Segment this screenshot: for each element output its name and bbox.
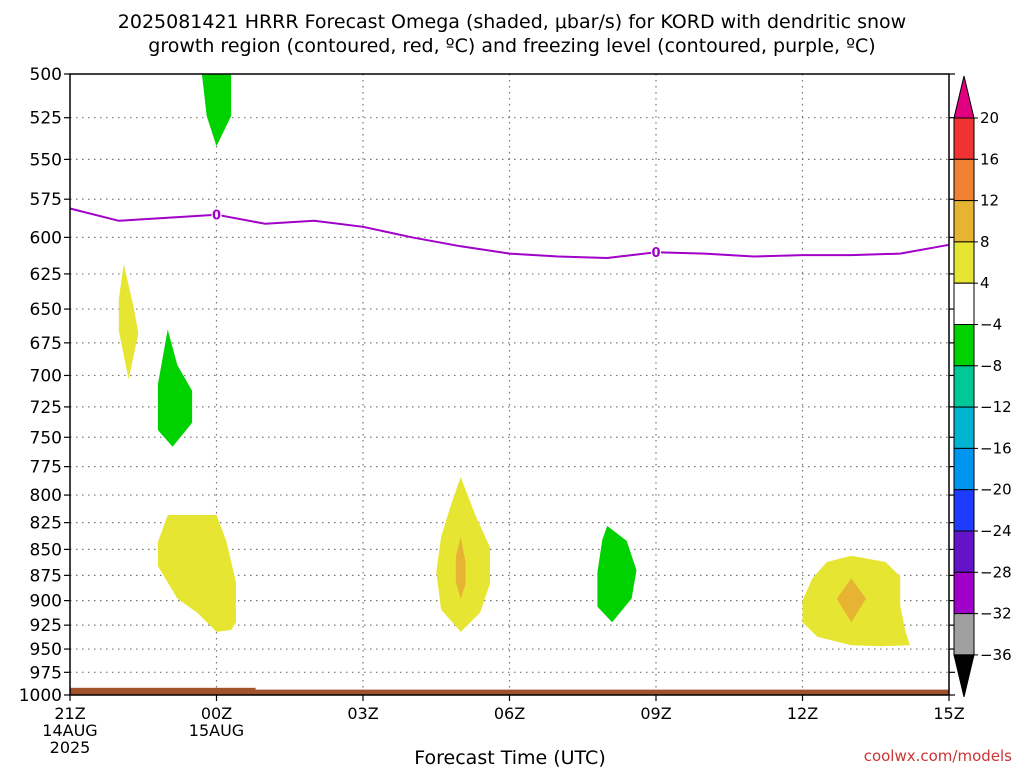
colorbar-box: [953, 571, 975, 615]
x-tick-label: 2025: [50, 738, 91, 757]
colorbar-level-label: 20: [980, 109, 999, 127]
chart-title-line-2: growth region (contoured, red, ºC) and f…: [148, 35, 875, 57]
omega-region: [157, 329, 193, 447]
colorbar-top-triangle: [953, 75, 975, 119]
colorbar-box: [953, 489, 975, 532]
colorbar-box: [953, 200, 975, 243]
freezing-level-label: 0: [651, 246, 660, 261]
colorbar-box: [953, 530, 975, 573]
colorbar-level-label: 16: [980, 150, 999, 168]
y-tick-label: 675: [30, 334, 62, 354]
freezing-level-label-bg: [211, 207, 222, 222]
colorbar-box: [953, 117, 975, 160]
colorbar-level-label: −20: [980, 481, 1012, 499]
x-tick-label: 21Z: [54, 704, 85, 723]
x-tick-label: 12Z: [787, 704, 818, 723]
chart-title-line-1: 2025081421 HRRR Forecast Omega (shaded, …: [118, 11, 906, 33]
x-tick-label: 15AUG: [189, 721, 244, 740]
y-tick-label: 950: [30, 640, 62, 660]
y-tick-label: 800: [30, 486, 62, 506]
colorbar-level-label: −32: [980, 605, 1012, 623]
colorbar-box: [953, 241, 975, 284]
colorbar-box: [953, 613, 975, 656]
colorbar-level-label: −28: [980, 563, 1012, 581]
y-tick-label: 775: [30, 458, 62, 478]
y-tick-label: 925: [30, 616, 62, 636]
y-tick-label: 725: [30, 398, 62, 418]
omega-region: [597, 525, 637, 623]
colorbar-level-label: −16: [980, 439, 1012, 457]
y-tick-label: 600: [30, 228, 62, 248]
freezing-level-line: [69, 207, 950, 260]
plot-area: 0 0 500 525 550 575 600 625 650 675 700 725 750 775 80…: [19, 65, 965, 757]
omega-region: [455, 536, 466, 599]
x-tick-label: 09Z: [640, 704, 671, 723]
omega-colorbar: 20 16 12 8 4 −4 −8 −12 −16 −20 −24 −28 −32 −36: [953, 75, 1012, 698]
omega-region: [836, 578, 866, 623]
colorbar-box: [953, 365, 975, 408]
colorbar-level-label: 4: [980, 274, 990, 292]
y-tick-label: 1000: [19, 686, 62, 706]
y-tick-label: 875: [30, 566, 62, 586]
omega-region: [201, 74, 232, 147]
freezing-level-label-bg: [651, 245, 661, 260]
y-tick-label: 575: [30, 190, 62, 210]
colorbar-level-label: −12: [980, 398, 1012, 416]
x-axis-label: Forecast Time (UTC): [414, 747, 605, 768]
y-tick-label: 625: [30, 265, 62, 285]
x-tick-label: 03Z: [347, 704, 378, 723]
x-tick-label: 06Z: [494, 704, 525, 723]
credit-text: coolwx.com/models: [864, 747, 1012, 765]
y-tick-label: 650: [30, 300, 62, 320]
x-tick-label: 00Z: [201, 704, 232, 723]
y-tick-label: 900: [30, 592, 62, 612]
colorbar-level-label: −24: [980, 522, 1012, 540]
colorbar-box: [953, 282, 975, 326]
surface-ground: [70, 689, 949, 695]
y-tick-label: 750: [30, 428, 62, 448]
surface-ground-bump: [70, 687, 256, 695]
colorbar-box: [953, 324, 975, 367]
freezing-level-label: 0: [212, 209, 221, 224]
y-tick-label: 700: [30, 366, 62, 386]
y-tick-label: 525: [30, 109, 62, 129]
y-tick-label: 850: [30, 540, 62, 560]
y-tick-label: 500: [30, 65, 62, 85]
x-tick-label: 14AUG: [42, 721, 97, 740]
colorbar-level-label: −4: [980, 316, 1002, 334]
colorbar-level-label: −36: [980, 646, 1012, 664]
y-tick-label: 975: [30, 663, 62, 683]
colorbar-level-label: 8: [980, 233, 990, 251]
colorbar-level-label: 12: [980, 192, 999, 210]
colorbar-bottom-triangle: [953, 654, 975, 698]
colorbar-level-label: −8: [980, 357, 1002, 375]
colorbar-box: [953, 158, 975, 202]
x-tick-label: 15Z: [933, 704, 964, 723]
omega-region: [157, 515, 236, 632]
y-tick-label: 550: [30, 150, 62, 170]
y-tick-label: 825: [30, 514, 62, 534]
colorbar-box: [953, 447, 975, 491]
omega-region: [118, 263, 139, 380]
colorbar-box: [953, 406, 975, 449]
